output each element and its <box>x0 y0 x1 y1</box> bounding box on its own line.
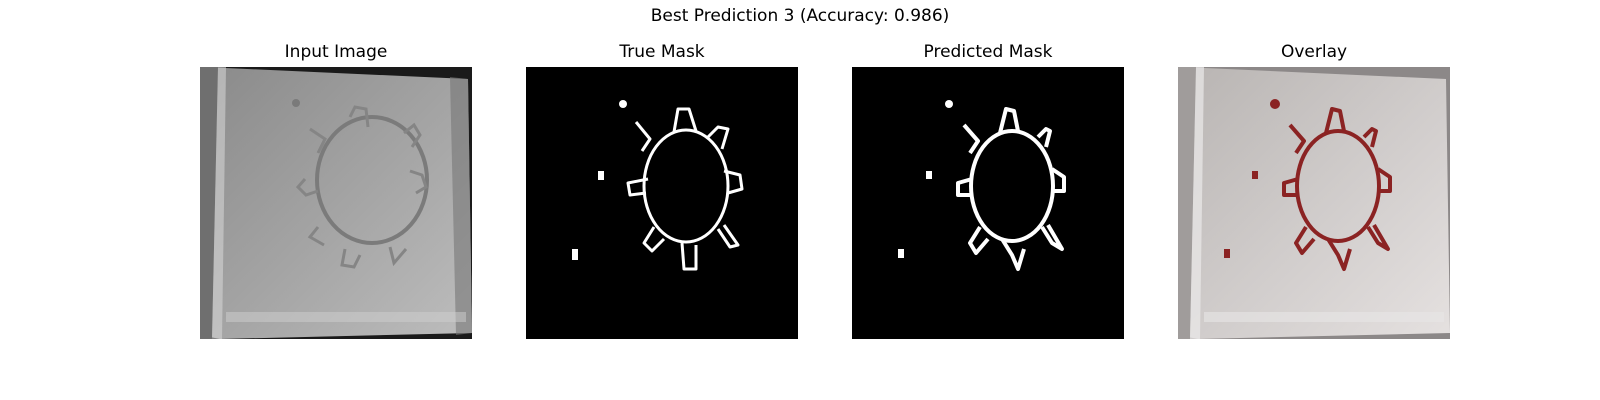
panel-title-predicted-mask: Predicted Mask <box>923 42 1053 62</box>
input-image <box>200 67 472 339</box>
panel-predicted-mask: Predicted Mask <box>852 40 1124 339</box>
panel-input-image: Input Image <box>200 40 472 339</box>
panel-overlay: Overlay <box>1178 40 1450 339</box>
panel-title-true-mask: True Mask <box>619 42 705 62</box>
predicted-mask-image <box>852 67 1124 339</box>
panel-true-mask: True Mask <box>526 40 798 339</box>
true-mask-image <box>526 67 798 339</box>
panel-title-input-image: Input Image <box>284 42 388 62</box>
figure-suptitle: Best Prediction 3 (Accuracy: 0.986) <box>650 6 950 26</box>
overlay-image <box>1178 67 1450 339</box>
panel-title-overlay: Overlay <box>1280 42 1348 62</box>
